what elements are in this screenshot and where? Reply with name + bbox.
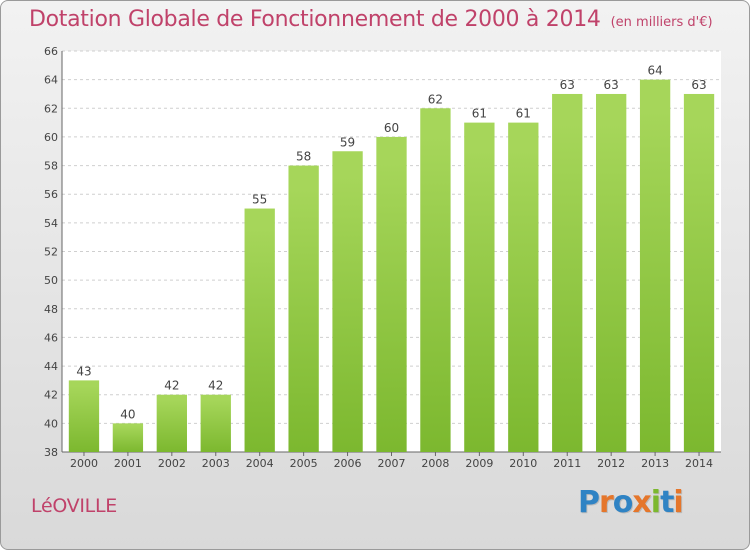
bar-2011: [552, 93, 583, 452]
data-label-2001: 40: [120, 407, 135, 421]
y-tick-label: 56: [44, 188, 58, 201]
x-tick-label-2000: 2000: [70, 457, 98, 470]
bar-2006: [332, 151, 363, 452]
y-tick-label: 50: [44, 274, 58, 287]
x-tick-label-2008: 2008: [421, 457, 449, 470]
chart-title: Dotation Globale de Fonctionnement de 20…: [29, 7, 713, 32]
y-tick-label: 66: [44, 45, 58, 58]
logo-letter: i: [650, 485, 661, 520]
logo-letter: i: [673, 485, 683, 520]
x-tick-label-2005: 2005: [290, 457, 318, 470]
logo-letter: P: [578, 485, 600, 520]
y-tick-label: 38: [44, 446, 58, 459]
y-tick-label: 42: [44, 389, 58, 402]
y-tick-label: 62: [44, 102, 58, 115]
data-label-2007: 60: [384, 121, 399, 135]
bar-2004: [244, 208, 275, 452]
bar-2012: [596, 93, 627, 452]
y-tick-label: 52: [44, 246, 58, 259]
data-label-2003: 42: [208, 379, 223, 393]
data-label-2009: 61: [472, 107, 487, 121]
data-label-2000: 43: [76, 364, 91, 378]
bar-2002: [156, 394, 187, 452]
bar-2001: [112, 423, 144, 452]
y-tick-label: 46: [44, 331, 58, 344]
data-label-2013: 64: [647, 64, 662, 78]
bar-2013: [639, 79, 671, 453]
x-tick-label-2002: 2002: [158, 457, 186, 470]
logo-letter: r: [599, 485, 614, 520]
data-label-2010: 61: [516, 107, 531, 121]
x-tick-label-2006: 2006: [334, 457, 362, 470]
x-tick-label-2007: 2007: [378, 457, 406, 470]
labels: 38 40 42 44 46 48 50 52 54 56 58 60 62 64 66 43 2000 40 20…: [44, 45, 713, 470]
x-tick-label-2009: 2009: [465, 457, 493, 470]
data-label-2011: 63: [560, 78, 575, 92]
y-tick-label: 44: [44, 360, 58, 373]
x-tick-label-2011: 2011: [553, 457, 581, 470]
commune-name: LéOVILLE: [31, 495, 117, 517]
bars: [68, 79, 715, 453]
data-label-2005: 58: [296, 150, 311, 164]
data-label-2004: 55: [252, 193, 267, 207]
x-tick-label-2013: 2013: [641, 457, 669, 470]
x-tick-label-2012: 2012: [597, 457, 625, 470]
chart-unit-note: (en milliers d'€): [610, 15, 713, 30]
data-label-2002: 42: [164, 379, 179, 393]
x-tick-label-2004: 2004: [246, 457, 274, 470]
data-label-2014: 63: [691, 78, 706, 92]
y-tick-label: 64: [44, 74, 58, 87]
logo-letter: t: [660, 485, 674, 520]
data-label-2012: 63: [604, 78, 619, 92]
bar-2000: [68, 380, 100, 452]
y-tick-label: 48: [44, 303, 58, 316]
x-tick-label-2010: 2010: [509, 457, 537, 470]
bar-2005: [288, 165, 319, 453]
bar-2007: [376, 136, 407, 452]
chart-title-text: Dotation Globale de Fonctionnement de 20…: [29, 7, 601, 32]
y-tick-label: 58: [44, 160, 58, 173]
y-tick-label: 40: [44, 417, 58, 430]
logo-letter: x: [632, 485, 651, 520]
y-tick-label: 54: [44, 217, 58, 230]
data-label-2006: 59: [340, 135, 355, 149]
proxiti-logo: Proxiti: [578, 485, 684, 520]
data-label-2008: 62: [428, 92, 443, 106]
y-tick-label: 60: [44, 131, 58, 144]
x-tick-label-2014: 2014: [685, 457, 713, 470]
bar-2008: [420, 108, 451, 453]
x-tick-label-2001: 2001: [114, 457, 142, 470]
bar-2014: [683, 93, 715, 452]
x-tick-label-2003: 2003: [202, 457, 230, 470]
bar-2010: [508, 122, 539, 452]
bar-2003: [200, 394, 231, 452]
bar-2009: [464, 122, 495, 452]
logo-letter: o: [612, 485, 634, 520]
